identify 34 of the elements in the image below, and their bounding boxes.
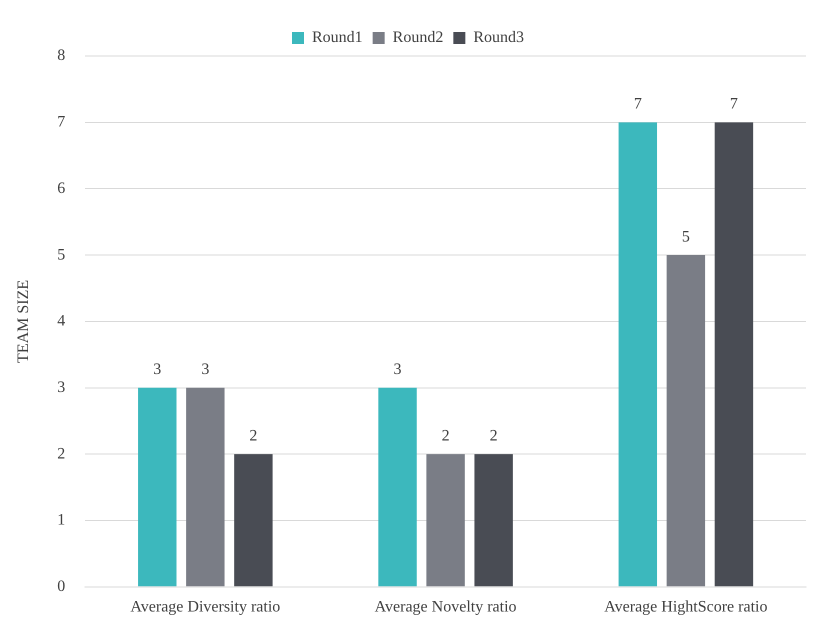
bar bbox=[378, 388, 417, 586]
data-label: 5 bbox=[682, 228, 690, 246]
bar bbox=[714, 122, 754, 586]
y-tick-label: 1 bbox=[57, 512, 66, 529]
bar bbox=[138, 388, 176, 586]
data-label: 7 bbox=[730, 96, 738, 113]
bar bbox=[618, 122, 658, 586]
x-tick-label: Average HightScore ratio bbox=[604, 598, 768, 616]
bar bbox=[234, 454, 273, 586]
y-tick-label: 5 bbox=[57, 246, 66, 264]
y-tick-label: 3 bbox=[57, 378, 66, 396]
y-tick-label: 4 bbox=[57, 312, 66, 330]
data-label: 2 bbox=[490, 427, 498, 444]
y-tick-label: 2 bbox=[57, 445, 66, 462]
y-tick-label: 0 bbox=[57, 578, 66, 596]
data-label: 3 bbox=[394, 360, 402, 378]
bar bbox=[186, 388, 225, 586]
bar bbox=[666, 255, 706, 586]
data-label: 3 bbox=[201, 360, 210, 378]
x-tick-label: Average Novelty ratio bbox=[374, 598, 517, 616]
y-tick-label: 8 bbox=[57, 47, 66, 64]
bar bbox=[474, 454, 513, 586]
bar bbox=[426, 454, 465, 586]
legend-label: Round3 bbox=[473, 29, 524, 46]
data-label: 3 bbox=[153, 360, 162, 378]
y-tick-label: 6 bbox=[57, 180, 66, 197]
y-axis-title: TEAM SIZE bbox=[14, 280, 32, 363]
legend-label: Round1 bbox=[312, 29, 363, 46]
x-tick-label: Average Diversity ratio bbox=[130, 598, 280, 616]
y-tick-label: 7 bbox=[57, 114, 66, 131]
data-label: 7 bbox=[634, 96, 642, 113]
data-label: 2 bbox=[442, 427, 450, 444]
legend-label: Round2 bbox=[392, 29, 444, 46]
data-label: 2 bbox=[249, 427, 258, 444]
